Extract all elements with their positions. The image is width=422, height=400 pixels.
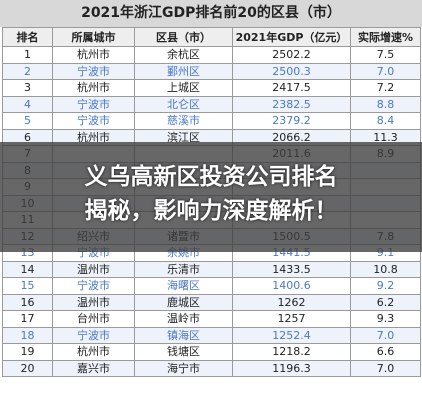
cell-growth: 7.5 xyxy=(350,46,421,64)
table-row: 4 宁波市 北仑区 2382.5 8.8 xyxy=(2,95,421,113)
cell-growth: 7.2 xyxy=(350,79,421,97)
cell-city: 宁波市 xyxy=(52,277,135,295)
cell-rank: 5 xyxy=(2,112,53,130)
cell-rank: 16 xyxy=(2,293,53,311)
cell-city: 杭州市 xyxy=(52,343,135,361)
cell-gdp: 2417.5 xyxy=(232,79,351,97)
cell-city: 温州市 xyxy=(52,260,135,278)
cell-growth: 8.8 xyxy=(350,95,421,113)
cell-growth: 11.3 xyxy=(350,128,421,146)
header-gdp: 2021年GDP（亿元） xyxy=(232,27,351,47)
cell-city: 宁波市 xyxy=(52,62,135,80)
cell-rank: 3 xyxy=(2,79,53,97)
cell-gdp: 2382.5 xyxy=(232,95,351,113)
cell-growth: 9.3 xyxy=(350,310,421,328)
cell-district: 鄞州区 xyxy=(134,62,233,80)
cell-gdp: 1252.4 xyxy=(232,326,351,344)
cell-city: 杭州市 xyxy=(52,79,135,97)
cell-city: 杭州市 xyxy=(52,128,135,146)
cell-growth: 6.6 xyxy=(350,343,421,361)
table-row: 6 杭州市 滨江区 2066.2 11.3 xyxy=(2,128,421,146)
header-growth: 实际增速% xyxy=(350,27,421,47)
cell-gdp: 2500.3 xyxy=(232,62,351,80)
cell-gdp: 2502.2 xyxy=(232,46,351,64)
cell-district: 海宁市 xyxy=(134,359,233,377)
cell-growth: 7.0 xyxy=(350,326,421,344)
cell-gdp: 1400.6 xyxy=(232,277,351,295)
cell-district: 海曙区 xyxy=(134,277,233,295)
cell-rank: 4 xyxy=(2,95,53,113)
cell-city: 嘉兴市 xyxy=(52,359,135,377)
cell-city: 台州市 xyxy=(52,310,135,328)
cell-rank: 2 xyxy=(2,62,53,80)
headline-overlay xyxy=(0,142,422,252)
cell-gdp: 1257 xyxy=(232,310,351,328)
table-row: 20 嘉兴市 海宁市 1196.3 7.0 xyxy=(2,359,421,377)
header-district: 区县（市） xyxy=(134,27,233,47)
cell-growth: 7.0 xyxy=(350,62,421,80)
cell-rank: 20 xyxy=(2,359,53,377)
headline-line-1: 义乌高新区投资公司排名 xyxy=(84,164,338,190)
cell-district: 上城区 xyxy=(134,79,233,97)
headline-line-2: 揭秘，影响力深度解析！ xyxy=(84,198,338,224)
cell-rank: 15 xyxy=(2,277,53,295)
header-rank: 排名 xyxy=(2,27,53,47)
cell-city: 宁波市 xyxy=(52,95,135,113)
table-title: 2021年浙江GDP排名前20的区县（市） xyxy=(0,0,422,27)
table-row: 16 温州市 鹿城区 1262 6.2 xyxy=(2,293,421,311)
cell-rank: 14 xyxy=(2,260,53,278)
cell-gdp: 1218.2 xyxy=(232,343,351,361)
header-city: 所属城市 xyxy=(52,27,135,47)
cell-district: 余杭区 xyxy=(134,46,233,64)
cell-growth: 8.4 xyxy=(350,112,421,130)
cell-district: 北仑区 xyxy=(134,95,233,113)
table-header-row: 排名 所属城市 区县（市） 2021年GDP（亿元） 实际增速% xyxy=(2,27,421,47)
cell-district: 乐清市 xyxy=(134,260,233,278)
cell-city: 杭州市 xyxy=(52,46,135,64)
cell-growth: 9.2 xyxy=(350,277,421,295)
table-row: 19 杭州市 钱塘区 1218.2 6.6 xyxy=(2,343,421,361)
table-row: 15 宁波市 海曙区 1400.6 9.2 xyxy=(2,277,421,295)
cell-gdp: 2379.2 xyxy=(232,112,351,130)
table-row: 14 温州市 乐清市 1433.5 10.8 xyxy=(2,260,421,278)
cell-district: 滨江区 xyxy=(134,128,233,146)
cell-rank: 17 xyxy=(2,310,53,328)
cell-rank: 19 xyxy=(2,343,53,361)
cell-growth: 6.2 xyxy=(350,293,421,311)
table-row: 18 宁波市 镇海区 1252.4 7.0 xyxy=(2,326,421,344)
cell-gdp: 1262 xyxy=(232,293,351,311)
table-row: 1 杭州市 余杭区 2502.2 7.5 xyxy=(2,46,421,64)
table-row: 17 台州市 温岭市 1257 9.3 xyxy=(2,310,421,328)
cell-gdp: 1433.5 xyxy=(232,260,351,278)
cell-gdp: 2066.2 xyxy=(232,128,351,146)
cell-city: 宁波市 xyxy=(52,326,135,344)
table-row: 5 宁波市 慈溪市 2379.2 8.4 xyxy=(2,112,421,130)
table-row: 3 杭州市 上城区 2417.5 7.2 xyxy=(2,79,421,97)
cell-rank: 1 xyxy=(2,46,53,64)
cell-district: 镇海区 xyxy=(134,326,233,344)
cell-district: 钱塘区 xyxy=(134,343,233,361)
cell-district: 温岭市 xyxy=(134,310,233,328)
headline-text: 义乌高新区投资公司排名 揭秘，影响力深度解析！ xyxy=(0,160,422,228)
cell-growth: 10.8 xyxy=(350,260,421,278)
cell-district: 鹿城区 xyxy=(134,293,233,311)
cell-growth: 7.0 xyxy=(350,359,421,377)
cell-district: 慈溪市 xyxy=(134,112,233,130)
cell-city: 温州市 xyxy=(52,293,135,311)
cell-city: 宁波市 xyxy=(52,112,135,130)
cell-gdp: 1196.3 xyxy=(232,359,351,377)
table-row: 2 宁波市 鄞州区 2500.3 7.0 xyxy=(2,62,421,80)
cell-rank: 18 xyxy=(2,326,53,344)
